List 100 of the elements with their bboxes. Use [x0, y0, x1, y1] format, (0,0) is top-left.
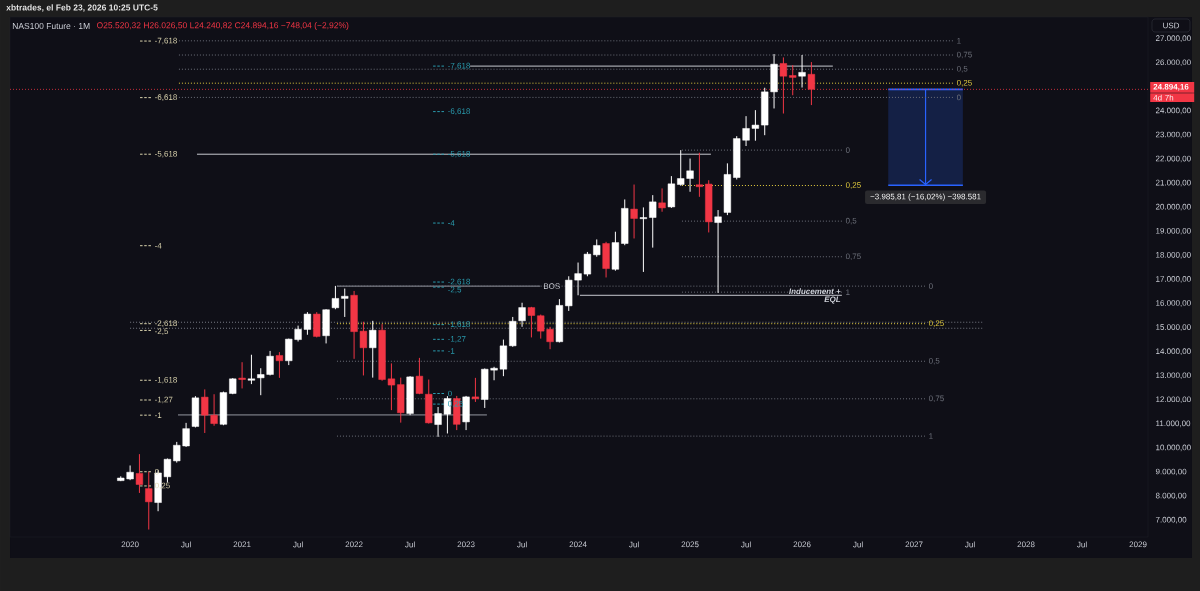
series-label: 1: [846, 289, 850, 295]
candlestick: [798, 54, 806, 89]
x-tick-label: 2023: [457, 541, 475, 548]
ref-line-label: 24.894,16: [1153, 83, 1189, 91]
annotation: BOS: [543, 283, 560, 289]
x-tick-label: Jul: [517, 541, 527, 548]
series-label: -7,618: [155, 37, 177, 45]
y-tick-label: 18.000,00: [1156, 252, 1191, 259]
x-tick-label: Jul: [293, 541, 303, 548]
series-label: -7,618: [448, 62, 471, 70]
series-label: -1,27: [448, 336, 466, 343]
series-label: -6,618: [448, 108, 471, 115]
series-label: 0,25: [956, 79, 972, 87]
x-tick-label: Jul: [965, 541, 975, 548]
candlestick: [649, 194, 657, 249]
x-tick-label: Jul: [741, 541, 751, 548]
x-tick-label: 2020: [121, 541, 139, 548]
series-label: -1,618: [448, 321, 471, 328]
series-label: -4: [155, 242, 162, 249]
y-tick-label: 19.000,00: [1156, 227, 1191, 235]
series-label: -2,5: [155, 328, 169, 335]
candlestick: [341, 288, 349, 318]
candlestick: [369, 320, 377, 379]
candlestick: [145, 471, 153, 531]
x-tick-label: 2022: [345, 541, 363, 548]
x-tick-label: 2021: [233, 541, 251, 548]
y-tick-label: 24.000,00: [1155, 107, 1191, 115]
candlestick: [135, 453, 144, 494]
x-tick-label: 2024: [569, 541, 587, 548]
candlestick: [238, 361, 246, 389]
x-tick-label: 2028: [1017, 541, 1035, 548]
candlestick: [714, 209, 722, 294]
y-tick-label: 26.000,00: [1155, 59, 1191, 67]
x-tick-label: 2027: [905, 541, 923, 548]
candlestick: [630, 184, 638, 239]
x-tick-label: Jul: [629, 541, 639, 548]
y-tick-label: 8.000,00: [1155, 492, 1187, 500]
y-tick-label: 12.000,00: [1156, 396, 1191, 404]
series-label: 0,75: [956, 51, 972, 59]
series-label: -2,618: [155, 320, 177, 327]
candlestick: [518, 302, 526, 328]
series-label: 0: [956, 94, 961, 101]
y-tick-label: 23.000,00: [1155, 131, 1191, 139]
annotation: Inducement +: [789, 288, 841, 295]
y-tick-label: 20.000,00: [1155, 203, 1191, 211]
candlestick: [471, 377, 480, 403]
series-label: 0,75: [928, 395, 944, 403]
series-label: 1: [957, 38, 961, 44]
series-label: -2,618: [448, 278, 471, 286]
series-label: -6,618: [155, 94, 177, 101]
candlestick: [275, 351, 284, 379]
series-label: 0,5: [956, 65, 968, 73]
x-tick-label: 2029: [1129, 541, 1147, 548]
series-label: 1: [929, 433, 933, 439]
series-label: -1,618: [155, 376, 177, 384]
series-label: -2,5: [448, 286, 462, 294]
x-tick-label: 2025: [681, 541, 699, 548]
candlestick: [695, 152, 704, 198]
x-tick-label: Jul: [181, 541, 191, 548]
data-label: −3.985,81 (−16,02%) −398.581: [870, 193, 981, 201]
y-tick-label: 16.000,00: [1156, 300, 1191, 307]
y-tick-label: 14.000,00: [1156, 348, 1191, 355]
x-tick-label: Jul: [1077, 541, 1087, 548]
text: 4d 7h: [1153, 94, 1174, 101]
series-label: 0: [928, 283, 933, 289]
series-label: 0,5: [845, 217, 857, 225]
series-label: -4: [448, 220, 455, 226]
series-label: 0,75: [845, 253, 861, 261]
candlestick: [639, 206, 648, 273]
candlestick: [667, 175, 676, 209]
text: NAS100 Future · 1M: [12, 22, 90, 29]
candlestick: [527, 306, 536, 338]
y-tick-label: 27.000,00: [1155, 35, 1191, 42]
candlestick: [658, 187, 666, 213]
y-tick-label: 11.000,00: [1156, 420, 1191, 428]
y-tick-label: 10.000,00: [1156, 444, 1191, 452]
series-label: 0: [154, 468, 159, 475]
x-tick-label: 2026: [793, 541, 811, 548]
candlestick: [247, 354, 256, 385]
series-label: 0: [845, 147, 850, 153]
candlestick: [415, 357, 424, 395]
series-label: 0,5: [928, 357, 940, 365]
annotation: EQL: [824, 296, 841, 304]
text: USD: [1163, 22, 1180, 29]
y-tick-label: 22.000,00: [1155, 155, 1191, 163]
series-label: 0: [448, 390, 452, 397]
y-tick-label: 13.000,00: [1156, 372, 1191, 379]
candlestick: [313, 311, 321, 338]
text: xbtrades, el Feb 23, 2026 10:25 UTC-5: [6, 4, 158, 12]
y-tick-label: 15.000,00: [1156, 324, 1191, 331]
x-tick-label: Jul: [853, 541, 863, 548]
series-label: 0,25: [845, 182, 861, 189]
y-tick-label: 21.000,00: [1155, 179, 1191, 187]
candlestick: [331, 285, 340, 310]
y-tick-label: 17.000,00: [1156, 276, 1191, 283]
series-label: -1,27: [155, 396, 173, 404]
y-tick-label: 9.000,00: [1155, 468, 1187, 476]
series-label: -1: [448, 348, 455, 354]
series-label: -1: [155, 412, 162, 418]
series-label: 0,25: [928, 320, 944, 327]
